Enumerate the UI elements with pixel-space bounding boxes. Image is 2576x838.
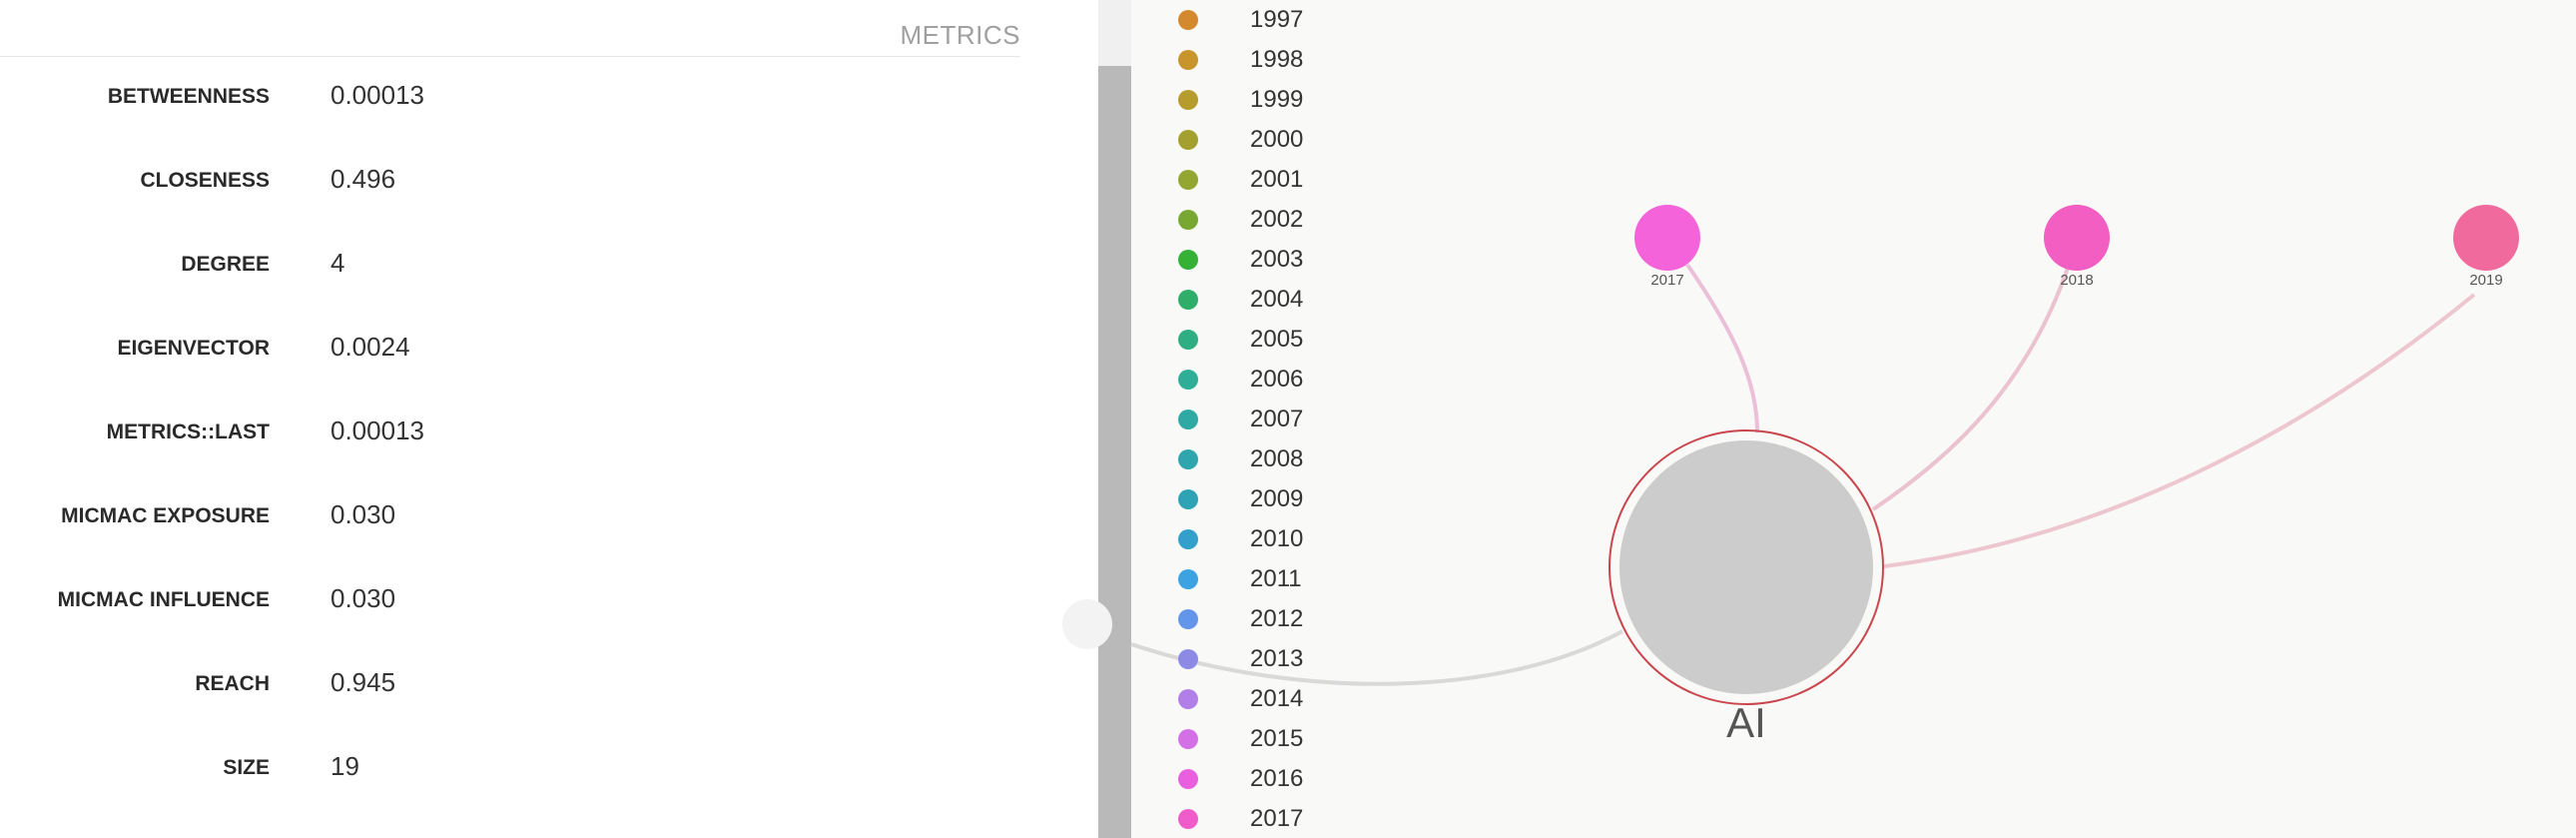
legend-label: 2006 — [1250, 366, 1304, 393]
legend-dot — [1178, 90, 1198, 110]
center-node-label: AI — [1726, 699, 1766, 746]
metric-value: 0.00013 — [330, 80, 424, 110]
legend-label: 1997 — [1250, 6, 1304, 33]
metrics-panel: METRICS BETWEENNESS 0.00013 CLOSENESS 0.… — [0, 0, 1098, 838]
legend-label: 2015 — [1250, 725, 1304, 752]
metric-label: MICMAC EXPOSURE — [61, 504, 270, 527]
legend-label: 2007 — [1250, 406, 1304, 432]
panel-scrollbar-thumb[interactable] — [1098, 66, 1131, 838]
metric-value: 0.00013 — [330, 416, 424, 445]
metric-value: 0.945 — [330, 667, 396, 697]
legend-dot — [1178, 330, 1198, 350]
metric-label: REACH — [195, 672, 270, 695]
legend-dot — [1178, 689, 1198, 709]
legend-dot — [1178, 769, 1198, 789]
legend-dot — [1178, 529, 1198, 549]
center-node-selection-ring — [1609, 429, 1884, 705]
legend-dot — [1178, 50, 1198, 70]
legend-label: 2016 — [1250, 765, 1304, 792]
legend-label: 2009 — [1250, 485, 1304, 512]
metric-value: 0.030 — [330, 499, 396, 529]
legend-dot — [1178, 809, 1198, 829]
legend-label: 2011 — [1250, 565, 1302, 592]
graph-node-2018[interactable] — [2044, 205, 2110, 271]
graph-canvas[interactable] — [1131, 0, 2576, 838]
metrics-title: METRICS — [900, 20, 1020, 50]
edge-to-2019 — [1883, 293, 2476, 568]
graph-node-label: 2018 — [2060, 272, 2094, 289]
legend-label: 2014 — [1250, 685, 1304, 712]
metric-row-betweenness: BETWEENNESS 0.00013 — [0, 80, 998, 142]
legend-label: 1998 — [1250, 46, 1304, 73]
legend-dot — [1178, 130, 1198, 150]
metrics-header: METRICS — [0, 0, 1020, 57]
legend-dot — [1178, 449, 1198, 469]
center-node[interactable] — [1619, 440, 1873, 694]
legend-label: 2010 — [1250, 525, 1304, 552]
metric-label: SIZE — [223, 756, 270, 779]
legend-dot — [1178, 170, 1198, 190]
metric-label: EIGENVECTOR — [117, 337, 270, 360]
metric-row-reach: REACH 0.945 — [0, 667, 998, 729]
metric-label: BETWEENNESS — [107, 85, 270, 108]
legend-label: 2002 — [1250, 206, 1304, 233]
legend-dot — [1178, 10, 1198, 30]
metric-value: 0.030 — [330, 583, 396, 613]
metric-row-micmac-influence: MICMAC INFLUENCE 0.030 — [0, 583, 998, 645]
metric-row-eigenvector: EIGENVECTOR 0.0024 — [0, 332, 998, 394]
graph-node-2017[interactable] — [1634, 205, 1700, 271]
legend-dot — [1178, 370, 1198, 390]
edge-to-hidden-node — [1130, 629, 1623, 686]
metric-label: MICMAC INFLUENCE — [57, 588, 270, 611]
legend-dot — [1178, 410, 1198, 429]
legend-label: 2004 — [1250, 286, 1304, 313]
metric-row-micmac-exposure: MICMAC EXPOSURE 0.030 — [0, 499, 998, 561]
legend-label: 2003 — [1250, 246, 1304, 273]
legend-dot — [1178, 569, 1198, 589]
metric-label: CLOSENESS — [140, 169, 270, 192]
legend-label: 2012 — [1250, 605, 1304, 632]
edge-to-2018 — [1871, 264, 2071, 511]
metric-row-metrics-last: METRICS::LAST 0.00013 — [0, 416, 998, 477]
edge-to-2017 — [1685, 263, 1759, 433]
metric-value: 4 — [330, 248, 345, 278]
legend-dot — [1178, 210, 1198, 230]
legend-label: 2000 — [1250, 126, 1304, 153]
legend-label: 2017 — [1250, 805, 1304, 832]
legend-dot — [1178, 250, 1198, 270]
legend-dot — [1178, 609, 1198, 629]
metric-row-size: SIZE 19 — [0, 751, 998, 813]
faded-node[interactable] — [1062, 599, 1112, 649]
legend-label: 2013 — [1250, 645, 1304, 672]
legend-dot — [1178, 649, 1198, 669]
legend-label: 2005 — [1250, 326, 1304, 353]
metric-value: 0.0024 — [330, 332, 410, 362]
legend-label: 2008 — [1250, 445, 1304, 472]
metric-row-closeness: CLOSENESS 0.496 — [0, 164, 998, 226]
metric-value: 0.496 — [330, 164, 396, 194]
legend-label: 1999 — [1250, 86, 1304, 113]
legend-dot — [1178, 290, 1198, 310]
legend-label: 2001 — [1250, 166, 1304, 193]
legend-dot — [1178, 729, 1198, 749]
metric-value: 19 — [330, 751, 359, 781]
metric-row-degree: DEGREE 4 — [0, 248, 998, 310]
legend-dot — [1178, 489, 1198, 509]
graph-node-2019[interactable] — [2453, 205, 2519, 271]
graph-node-label: 2019 — [2469, 272, 2503, 289]
metric-label: METRICS::LAST — [106, 420, 270, 443]
metric-label: DEGREE — [181, 253, 270, 276]
graph-node-label: 2017 — [1650, 272, 1684, 289]
